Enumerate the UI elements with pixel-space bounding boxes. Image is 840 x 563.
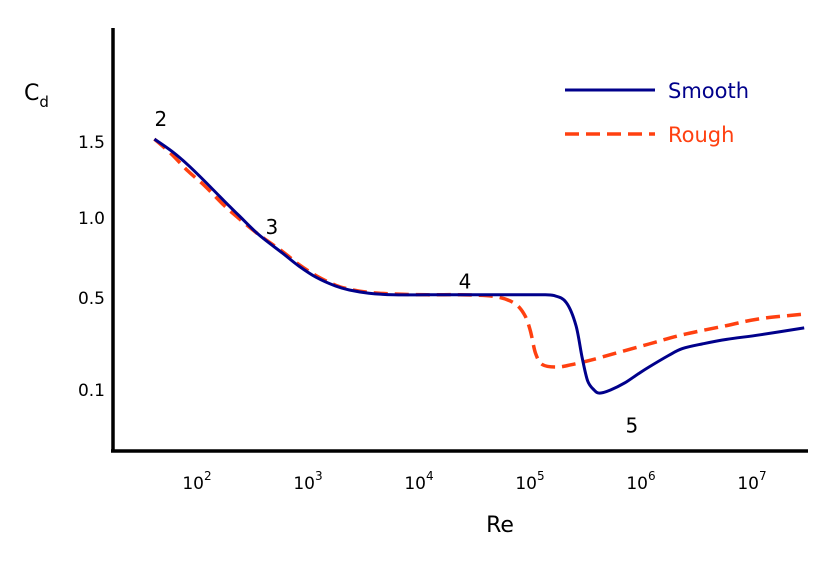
legend-label-smooth: Smooth xyxy=(668,79,749,103)
x-tick-label: 103 xyxy=(293,469,322,494)
legend-label-rough: Rough xyxy=(668,123,734,147)
x-tick-exponent: 5 xyxy=(537,469,545,483)
y-axis-label-subscript: d xyxy=(39,93,49,111)
point-label: 5 xyxy=(625,414,638,438)
series-line-rough xyxy=(153,137,805,369)
x-tick-label: 106 xyxy=(626,469,655,494)
y-tick-labels: 1.5 1.0 0.5 0.1 xyxy=(78,133,105,401)
x-tick-exponent: 4 xyxy=(426,469,434,483)
x-tick-label: 107 xyxy=(737,469,766,494)
series-line-smooth xyxy=(153,137,805,395)
x-tick-base: 10 xyxy=(737,474,759,494)
x-tick-exponent: 7 xyxy=(759,469,767,483)
x-tick-base: 10 xyxy=(293,474,315,494)
x-tick-base: 10 xyxy=(404,474,426,494)
y-tick-label: 1.0 xyxy=(78,209,105,229)
y-axis-label: Cd xyxy=(24,81,49,111)
point-label: 4 xyxy=(459,269,472,293)
x-tick-labels: 102 103 104 105 106 107 xyxy=(182,469,766,494)
x-axis-label: Re xyxy=(486,513,514,538)
x-tick-label: 105 xyxy=(515,469,544,494)
x-tick-exponent: 6 xyxy=(648,469,656,483)
y-axis-label-main: C xyxy=(24,81,39,106)
y-tick-label: 1.5 xyxy=(78,133,105,153)
x-tick-exponent: 2 xyxy=(204,469,212,483)
x-tick-exponent: 3 xyxy=(315,469,323,483)
x-tick-base: 10 xyxy=(626,474,648,494)
legend: Smooth Rough xyxy=(565,79,749,147)
point-label: 2 xyxy=(154,107,167,131)
x-tick-base: 10 xyxy=(182,474,204,494)
point-annotations: 2 3 4 5 xyxy=(154,107,638,438)
x-tick-label: 102 xyxy=(182,469,211,494)
x-tick-label: 104 xyxy=(404,469,433,494)
svg-text:Cd: Cd xyxy=(24,81,49,111)
y-tick-label: 0.1 xyxy=(78,381,105,401)
axes xyxy=(111,28,808,453)
x-tick-base: 10 xyxy=(515,474,537,494)
y-tick-label: 0.5 xyxy=(78,289,105,309)
series-layer xyxy=(153,137,805,395)
point-label: 3 xyxy=(265,215,278,239)
